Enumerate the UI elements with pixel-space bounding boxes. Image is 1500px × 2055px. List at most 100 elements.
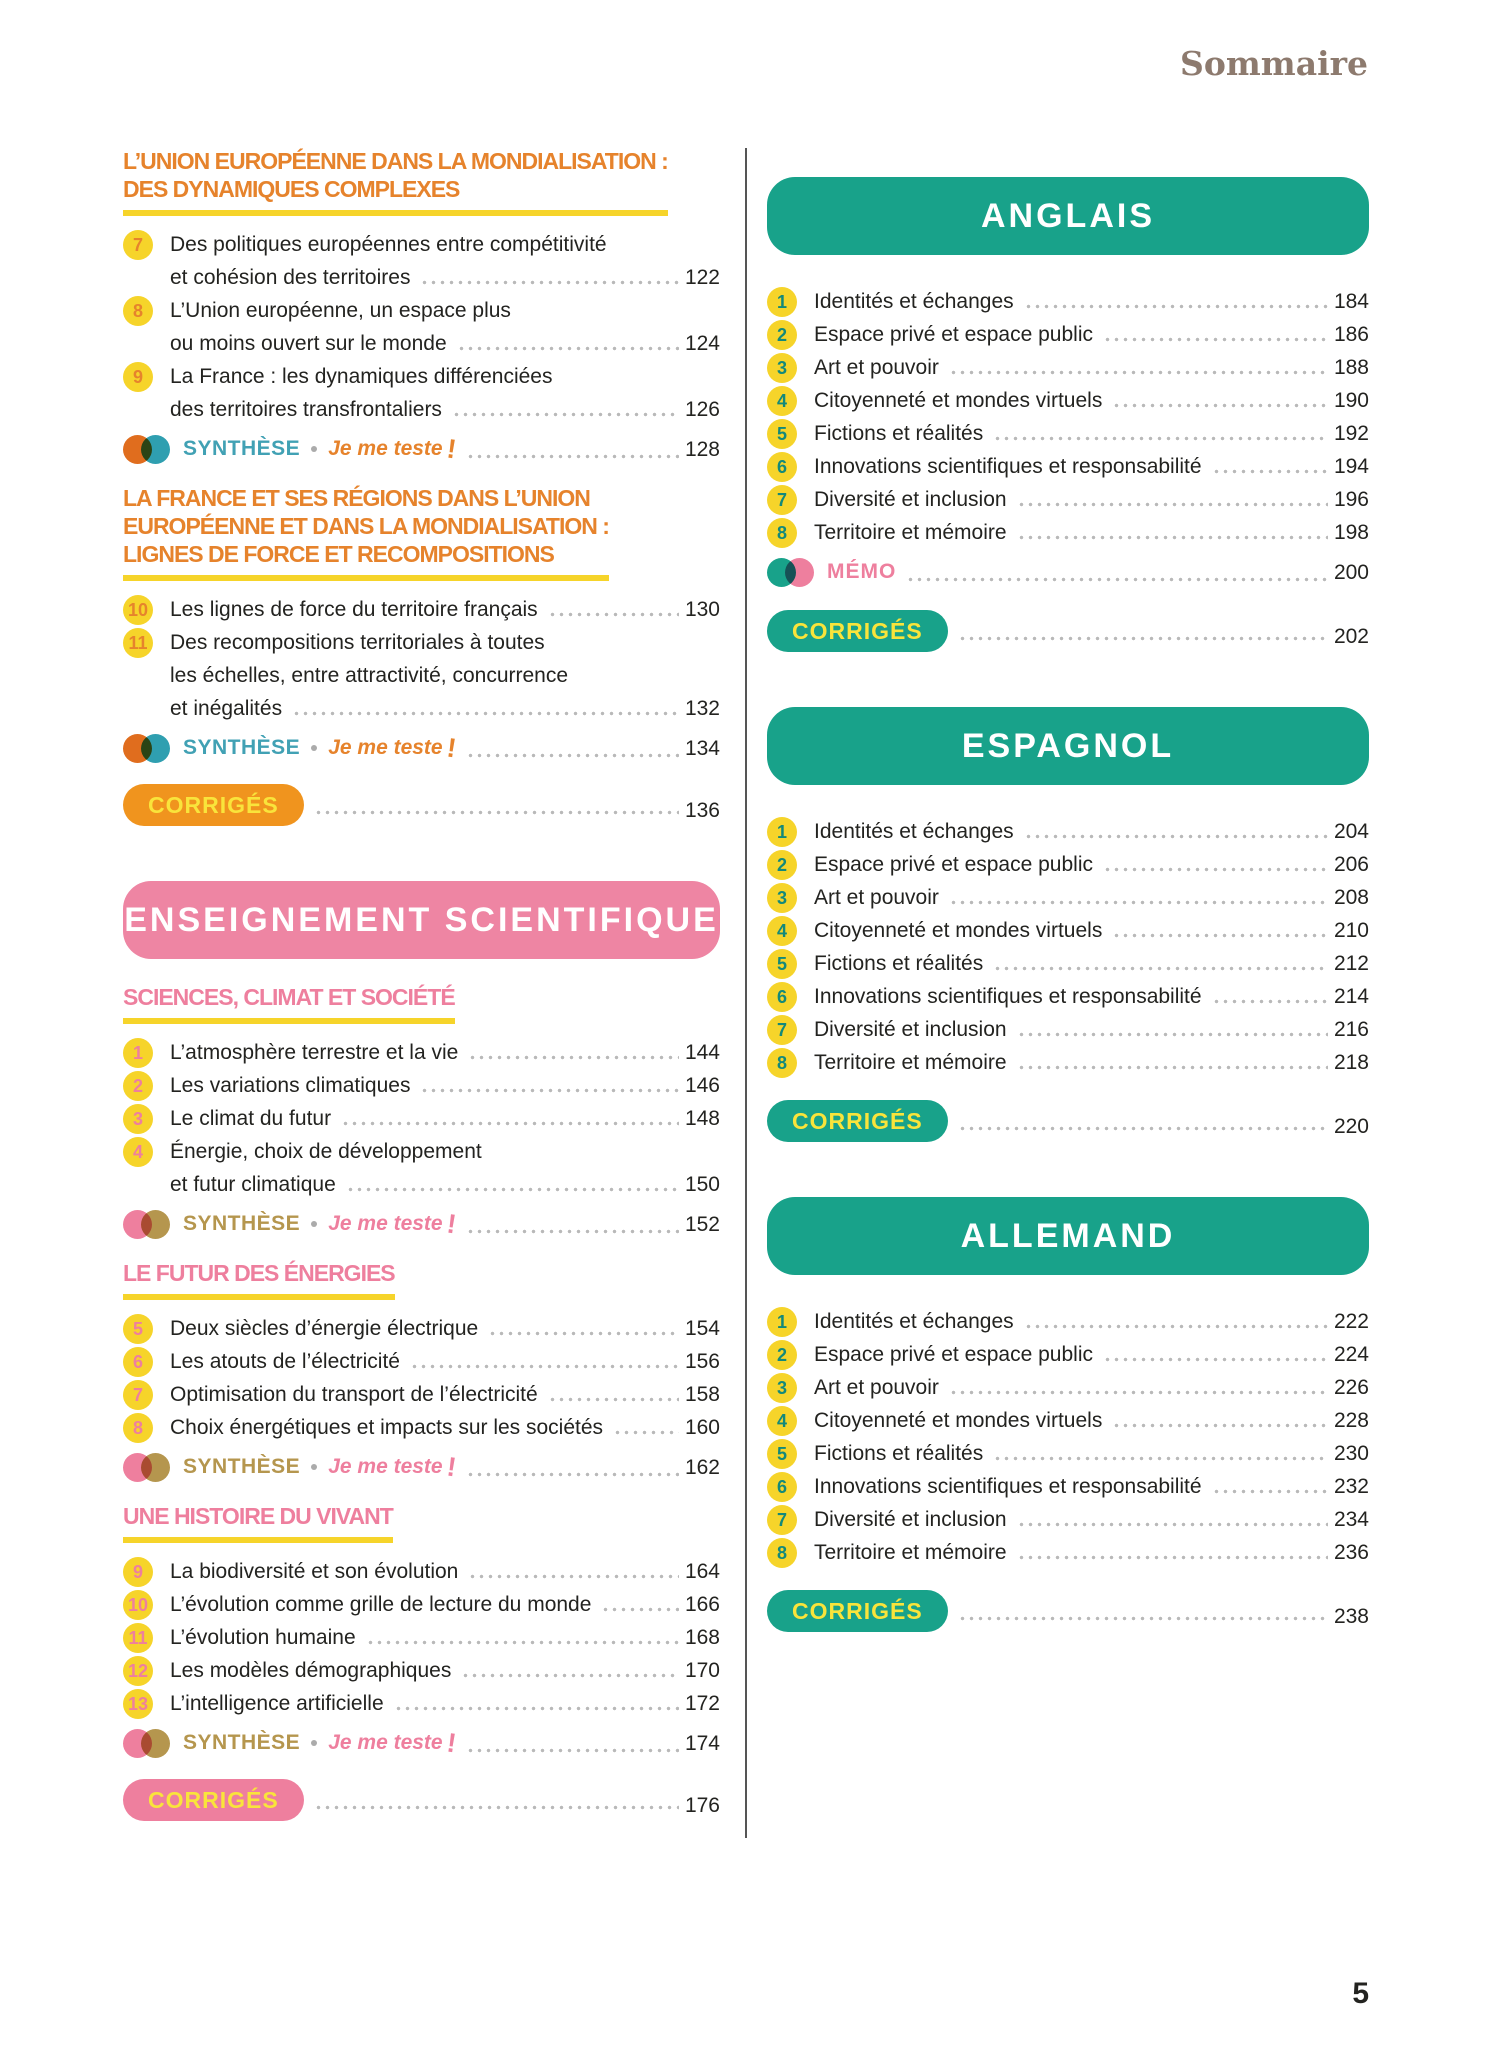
page-ref: 232	[1333, 1475, 1369, 1498]
item-text: Fictions et réalités	[814, 952, 984, 975]
section-heading: LE FUTUR DES ÉNERGIES	[123, 1259, 396, 1300]
item-text: L’évolution comme grille de lecture du m…	[170, 1593, 592, 1616]
page-ref: 152	[684, 1213, 720, 1236]
item-text: et futur climatique	[170, 1173, 336, 1196]
toc-section: SCIENCES, CLIMAT ET SOCIÉTÉ 1 L’atmosphère…	[123, 983, 720, 1241]
item-body: Innovations scientifiques et responsabil…	[814, 450, 1369, 483]
item-line: La biodiversité et son évolution 164	[170, 1555, 720, 1588]
item-line: Innovations scientifiques et responsabil…	[814, 1470, 1369, 1503]
venn-right-circle-icon	[785, 557, 814, 587]
page-ref: 196	[1333, 488, 1369, 511]
item-body: Les modèles démographiques 170	[170, 1654, 720, 1687]
item-text: Choix énergétiques et impacts sur les so…	[170, 1416, 604, 1439]
item-number-badge: 9	[123, 362, 153, 392]
item-text: L’atmosphère terrestre et la vie	[170, 1041, 459, 1064]
je-me-teste-label: Je me teste	[328, 1212, 443, 1235]
item-body: L’intelligence artificielle 172	[170, 1687, 720, 1720]
item-number-badge: 8	[767, 1048, 797, 1078]
corriges-badge: CORRIGÉS	[123, 1779, 304, 1821]
exclamation-icon: !	[444, 732, 458, 763]
toc-item: 2 Espace privé et espace public 224	[767, 1338, 1369, 1371]
dot-leader	[313, 1805, 679, 1810]
toc-item: 6 Innovations scientifiques et responsabi…	[767, 1470, 1369, 1503]
dot-leader	[420, 1088, 679, 1093]
item-number-badge: 4	[123, 1137, 153, 1167]
item-number-badge: 5	[767, 949, 797, 979]
dot-leader	[409, 1364, 679, 1369]
item-number-badge: 7	[123, 1380, 153, 1410]
toc-item: 10 L’évolution comme grille de lecture du…	[123, 1588, 720, 1621]
item-text: Citoyenneté et mondes virtuels	[814, 1409, 1103, 1432]
item-body: Deux siècles d’énergie électrique 154	[170, 1312, 720, 1345]
item-number-badge: 6	[767, 982, 797, 1012]
item-line: Les lignes de force du territoire frança…	[170, 593, 720, 626]
item-line: Citoyenneté et mondes virtuels 228	[814, 1404, 1369, 1437]
page-ref: 214	[1333, 985, 1369, 1008]
item-text: Deux siècles d’énergie électrique	[170, 1317, 479, 1340]
toc-item: 7 Diversité et inclusion 234	[767, 1503, 1369, 1536]
dot-leader	[1023, 834, 1328, 839]
dot-leader	[1023, 1324, 1328, 1329]
page-ref: 218	[1333, 1051, 1369, 1074]
item-line: Les variations climatiques 146	[170, 1069, 720, 1102]
dot-leader	[1211, 469, 1328, 474]
item-line: La France : les dynamiques différenciées	[170, 360, 720, 393]
toc-item: 5 Fictions et réalités 230	[767, 1437, 1369, 1470]
item-line: Des politiques européennes entre compéti…	[170, 228, 720, 261]
item-number-badge: 13	[123, 1689, 153, 1719]
item-body: Art et pouvoir 188	[814, 351, 1369, 384]
item-line: L’intelligence artificielle 172	[170, 1687, 720, 1720]
synthese-label: SYNTHÈSE	[183, 1212, 301, 1235]
item-line: Citoyenneté et mondes virtuels 210	[814, 914, 1369, 947]
dot-leader	[456, 346, 679, 351]
venn-circles-icon	[123, 434, 170, 464]
toc-item: 7 Optimisation du transport de l’électric…	[123, 1378, 720, 1411]
page-ref: 132	[684, 697, 720, 720]
item-body: L’Union européenne, un espace plus ou moi…	[170, 294, 720, 360]
page-ref: 212	[1333, 952, 1369, 975]
item-text: Territoire et mémoire	[814, 521, 1007, 544]
left-column: L’UNION EUROPÉENNE DANS LA MONDIALISATIO…	[123, 147, 720, 1876]
dot-leader	[993, 436, 1328, 441]
page-ref: 210	[1333, 919, 1369, 942]
section-heading-wrap: LE FUTUR DES ÉNERGIES	[123, 1259, 720, 1300]
item-line: Deux siècles d’énergie électrique 154	[170, 1312, 720, 1345]
page-ref: 184	[1333, 290, 1369, 313]
dot-leader	[993, 1456, 1328, 1461]
page-ref: 188	[1333, 356, 1369, 379]
dot-leader	[341, 1121, 679, 1126]
item-number-badge: 1	[123, 1038, 153, 1068]
item-text: Espace privé et espace public	[814, 1343, 1093, 1366]
dot-leader	[957, 1126, 1328, 1131]
item-text: Énergie, choix de développement	[170, 1140, 482, 1163]
dot-leader	[465, 454, 679, 459]
item-line: L’évolution comme grille de lecture du m…	[170, 1588, 720, 1621]
item-body: La biodiversité et son évolution 164	[170, 1555, 720, 1588]
item-number-badge: 1	[767, 287, 797, 317]
item-number-badge: 7	[767, 1505, 797, 1535]
synthese-label: SYNTHÈSE	[183, 1455, 301, 1478]
heading-line: EUROPÉENNE ET DANS LA MONDIALISATION :	[123, 513, 610, 539]
toc-section: LA FRANCE ET SES RÉGIONS DANS L’UNION EUR…	[123, 484, 720, 765]
toc-item: 1 Identités et échanges 184	[767, 285, 1369, 318]
toc-section: 1 Identités et échanges 204 2 Espace privé e…	[767, 815, 1369, 1079]
dot-leader	[906, 577, 1328, 582]
dot-leader	[1211, 1489, 1328, 1494]
dot-leader	[465, 1229, 679, 1234]
page-ref: 226	[1333, 1376, 1369, 1399]
item-number-badge: 8	[767, 518, 797, 548]
dot-leader	[461, 1673, 679, 1678]
item-text: et inégalités	[170, 697, 283, 720]
item-text: Diversité et inclusion	[814, 488, 1007, 511]
dot-leader	[468, 1574, 679, 1579]
item-text: Innovations scientifiques et responsabil…	[814, 1475, 1202, 1498]
item-body: Des politiques européennes entre compéti…	[170, 228, 720, 294]
toc-item: 5 Fictions et réalités 192	[767, 417, 1369, 450]
section-heading-wrap: SCIENCES, CLIMAT ET SOCIÉTÉ	[123, 983, 720, 1024]
item-body: Territoire et mémoire 218	[814, 1046, 1369, 1079]
je-me-teste-label: Je me teste	[328, 1731, 443, 1754]
item-body: La France : les dynamiques différenciées…	[170, 360, 720, 426]
page-title: Sommaire	[1180, 44, 1368, 83]
toc-item: 7 Des politiques européennes entre compét…	[123, 228, 720, 294]
item-line: Les modèles démographiques 170	[170, 1654, 720, 1687]
